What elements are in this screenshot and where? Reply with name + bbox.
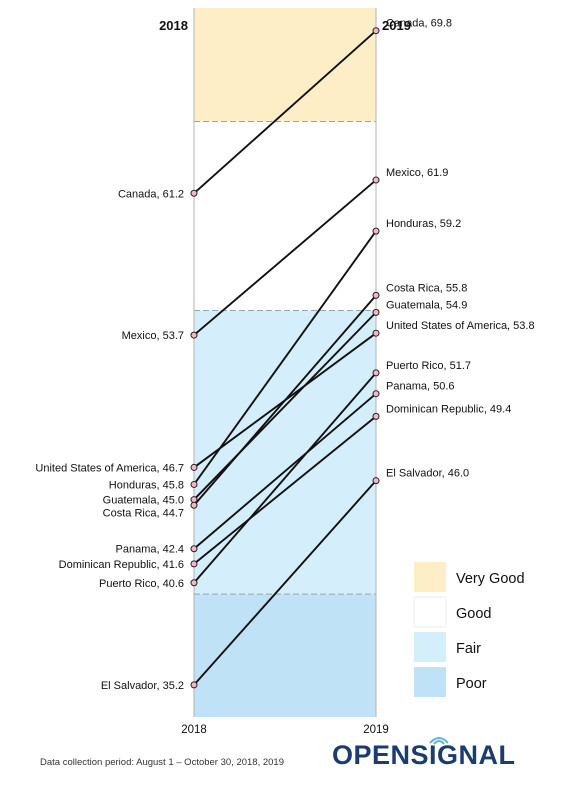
point-2018-guatemala [190, 496, 198, 504]
point-2019-guatemala [372, 308, 380, 316]
label-2018-guatemala: Guatemala, 45.0 [103, 495, 184, 507]
point-2019-dominican-republic [372, 412, 380, 420]
opensignal-logo: OPENSIGNAL [332, 740, 516, 770]
series-line-canada [193, 29, 377, 194]
point-2018-puerto-rico [190, 579, 198, 587]
label-2019-panama: Panama, 50.6 [386, 381, 455, 393]
signal-icon [429, 737, 449, 745]
point-2019-el-salvador [372, 477, 380, 485]
series-line-honduras [193, 230, 377, 486]
series-line-el-salvador [193, 480, 377, 686]
label-2019-dominican-republic: Dominican Republic, 49.4 [386, 403, 511, 415]
series-line-dominican-republic [193, 415, 377, 565]
label-2018-mexico: Mexico, 53.7 [122, 330, 184, 342]
label-2018-el-salvador: El Salvador, 35.2 [101, 680, 184, 692]
legend-swatch-fair [414, 632, 446, 662]
header-2018: 2018 [159, 18, 188, 33]
point-2018-dominican-republic [190, 560, 198, 568]
label-2019-el-salvador: El Salvador, 46.0 [386, 468, 469, 480]
header-2019: 2019 [382, 18, 411, 33]
label-2018-united-states-of-america: United States of America, 46.7 [35, 462, 184, 474]
label-2018-honduras: Honduras, 45.8 [109, 479, 184, 491]
band-good [194, 121, 376, 311]
point-2019-puerto-rico [372, 369, 380, 377]
series-line-puerto-rico [193, 372, 377, 584]
series-line-costa-rica [193, 294, 377, 506]
label-2019-honduras: Honduras, 59.2 [386, 218, 461, 230]
point-2019-mexico [372, 176, 380, 184]
legend-label-poor: Poor [456, 676, 487, 692]
series-line-mexico [193, 179, 377, 336]
label-2018-canada: Canada, 61.2 [118, 188, 184, 200]
x-tick-2019: 2019 [363, 724, 389, 736]
point-2019-panama [372, 390, 380, 398]
point-2018-canada [190, 189, 198, 197]
legend-swatch-good [413, 596, 447, 628]
point-2019-canada [372, 27, 380, 35]
point-2018-honduras [190, 480, 198, 488]
legend-label-very-good: Very Good [456, 571, 525, 587]
label-2019-costa-rica: Costa Rica, 55.8 [386, 282, 467, 294]
point-2018-el-salvador [190, 681, 198, 689]
point-2019-honduras [372, 227, 380, 235]
point-2018-costa-rica [190, 501, 198, 509]
legend-swatch-poor [414, 667, 446, 697]
series-line-guatemala [193, 311, 377, 501]
label-2019-mexico: Mexico, 61.9 [386, 167, 448, 179]
point-2018-panama [190, 545, 198, 553]
label-2019-puerto-rico: Puerto Rico, 51.7 [386, 360, 471, 372]
point-2018-mexico [190, 331, 198, 339]
label-2019-united-states-of-america: United States of America, 53.8 [386, 320, 535, 332]
band-very-good [194, 8, 376, 122]
legend-swatch-very-good [414, 562, 446, 592]
point-2019-united-states-of-america [372, 329, 380, 337]
band-poor [194, 594, 376, 717]
legend-label-good: Good [456, 606, 491, 622]
x-tick-2018: 2018 [181, 724, 207, 736]
point-2018-united-states-of-america [190, 463, 198, 471]
label-2018-puerto-rico: Puerto Rico, 40.6 [99, 578, 184, 590]
label-2018-panama: Panama, 42.4 [116, 544, 185, 556]
series-line-panama [193, 392, 377, 550]
data-collection-note: Data collection period: August 1 – Octob… [40, 757, 284, 768]
legend-label-fair: Fair [456, 641, 481, 657]
label-2018-dominican-republic: Dominican Republic, 41.6 [59, 559, 184, 571]
point-2019-costa-rica [372, 291, 380, 299]
label-2019-guatemala: Guatemala, 54.9 [386, 299, 467, 311]
label-2018-costa-rica: Costa Rica, 44.7 [103, 508, 184, 520]
label-2019-canada: Canada, 69.8 [386, 18, 452, 30]
